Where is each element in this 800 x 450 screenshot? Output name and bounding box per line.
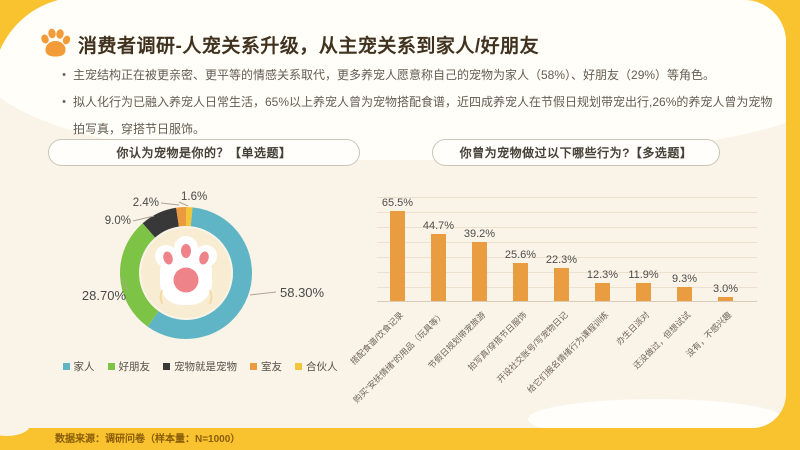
- donut-label-partner: 1.6%: [181, 191, 207, 203]
- donut-chart: 58.30% 28.70% 9.0% 2.4% 1.6%: [82, 191, 325, 339]
- footer-band: [0, 428, 800, 450]
- header-wave-background: [0, 0, 786, 160]
- bar-column: 39.2%: [459, 197, 500, 301]
- bar-value-label: 3.0%: [712, 282, 739, 295]
- bar-value-label: 9.3%: [671, 273, 698, 285]
- leader-line: [132, 215, 155, 222]
- bar: [431, 233, 446, 301]
- content-card: 消费者调研-人宠关系升级，从主宠关系到家人/好朋友 • 主宠结构正在被更亲密、更…: [0, 0, 786, 428]
- donut-segment-好朋友: [120, 223, 159, 327]
- bar: [554, 267, 569, 301]
- bar-column: 65.5%: [377, 197, 418, 301]
- donut-chart-title-pill: 你认为宠物是你的？【单选题】: [48, 139, 360, 166]
- donut-label-friend: 28.70%: [82, 288, 127, 303]
- corner-wedge-decoration: [0, 0, 58, 50]
- bar: [677, 287, 692, 301]
- paw-print-icon: [41, 28, 71, 57]
- bar-column: 22.3%: [541, 197, 582, 301]
- bar: [472, 242, 487, 301]
- bar-column: 11.9%: [623, 197, 664, 301]
- donut-label-pet: 9.0%: [105, 215, 131, 227]
- bullet-item: • 主宠结构正在被更亲密、更平等的情感关系取代，更多养宠人愿意称自己的宠物为家人…: [55, 62, 773, 89]
- bar-column: 12.3%: [582, 197, 623, 301]
- bar-value-label: 44.7%: [422, 219, 455, 232]
- donut-legend: 家人 好朋友 宠物就是宠物 室友 合伙人: [40, 359, 360, 374]
- donut-segment-宠物就是宠物: [142, 207, 180, 238]
- bullet-dot-icon: •: [62, 69, 66, 81]
- donut-segment-家人: [147, 207, 252, 339]
- legend-label: 合伙人: [306, 361, 338, 373]
- bar: [595, 282, 610, 301]
- bar-chart-title-pill: 你曾为宠物做过以下哪些行为?【多选题】: [432, 139, 720, 166]
- bar-plot: 65.5% 44.7% 39.2% 25.6% 22.3% 12.3% 11.9% 9.3% 3…: [377, 197, 757, 302]
- bullet-list: • 主宠结构正在被更亲密、更平等的情感关系取代，更多养宠人愿意称自己的宠物为家人…: [55, 62, 773, 143]
- legend-item: 宠物就是宠物: [163, 359, 237, 374]
- legend-swatch: [295, 363, 302, 370]
- data-source-note: 数据来源：调研问卷（样本量：N=1000）: [55, 434, 241, 445]
- bar-column: 25.6%: [500, 197, 541, 301]
- legend-item: 好朋友: [107, 359, 151, 374]
- bar-value-label: 12.3%: [586, 268, 619, 281]
- bar-column: 3.0%: [705, 197, 746, 301]
- bullet-text: 主宠结构正在被更亲密、更平等的情感关系取代，更多养宠人愿意称自己的宠物为家人（5…: [73, 68, 716, 82]
- bar: [636, 283, 651, 301]
- bar-category-label: 开设社交账号/写宠物日记: [494, 309, 570, 385]
- donut-label-family: 58.30%: [280, 285, 325, 300]
- legend-label: 室友: [261, 361, 282, 373]
- legend-swatch: [250, 363, 257, 370]
- bar: [718, 296, 733, 301]
- bullet-item: • 拟人化行为已融入养宠人日常生活，65%以上养宠人曾为宠物搭配食谱，近四成养宠…: [55, 89, 773, 143]
- legend-swatch: [62, 363, 70, 370]
- bullet-text: 拟人化行为已融入养宠人日常生活，65%以上养宠人曾为宠物搭配食谱，近四成养宠人在…: [73, 95, 773, 136]
- leader-line: [178, 201, 189, 207]
- bar-value-label: 11.9%: [628, 269, 659, 282]
- bar-chart: 65.5% 44.7% 39.2% 25.6% 22.3% 12.3% 11.9% 9.3% 3…: [348, 180, 757, 410]
- legend-item: 室友: [250, 359, 282, 374]
- legend-item: 家人: [62, 359, 95, 374]
- leader-line: [160, 202, 180, 206]
- bar-value-label: 25.6%: [504, 248, 537, 261]
- bar-value-label: 39.2%: [463, 228, 496, 241]
- legend-label: 宠物就是宠物: [174, 361, 237, 373]
- bar: [390, 211, 405, 301]
- page-title: 消费者调研-人宠关系升级，从主宠关系到家人/好朋友: [78, 36, 540, 57]
- legend-item: 合伙人: [295, 359, 338, 374]
- bar-category-label: 给它们报名情绪行为课程训练: [525, 309, 611, 395]
- bar-column: 9.3%: [664, 197, 705, 301]
- bullet-dot-icon: •: [62, 96, 66, 108]
- bar-category-label: 办生日派对: [614, 309, 652, 347]
- legend-swatch: [163, 363, 170, 370]
- footer-band-notch: [0, 414, 30, 436]
- bar-column: 44.7%: [418, 197, 459, 301]
- bar-value-label: 65.5%: [381, 197, 414, 209]
- legend-label: 家人: [73, 361, 95, 373]
- legend-label: 好朋友: [118, 361, 151, 373]
- leader-line: [249, 291, 277, 296]
- bar: [513, 262, 528, 301]
- donut-label-roommate: 2.4%: [133, 197, 159, 209]
- leader-line: [120, 277, 129, 291]
- bottom-wave-decoration: [528, 399, 784, 428]
- donut-segment-室友: [176, 206, 187, 227]
- cat-paw-illustration: [155, 236, 217, 305]
- bar-value-label: 22.3%: [545, 253, 578, 266]
- donut-segments: [120, 206, 252, 339]
- legend-swatch: [107, 363, 115, 370]
